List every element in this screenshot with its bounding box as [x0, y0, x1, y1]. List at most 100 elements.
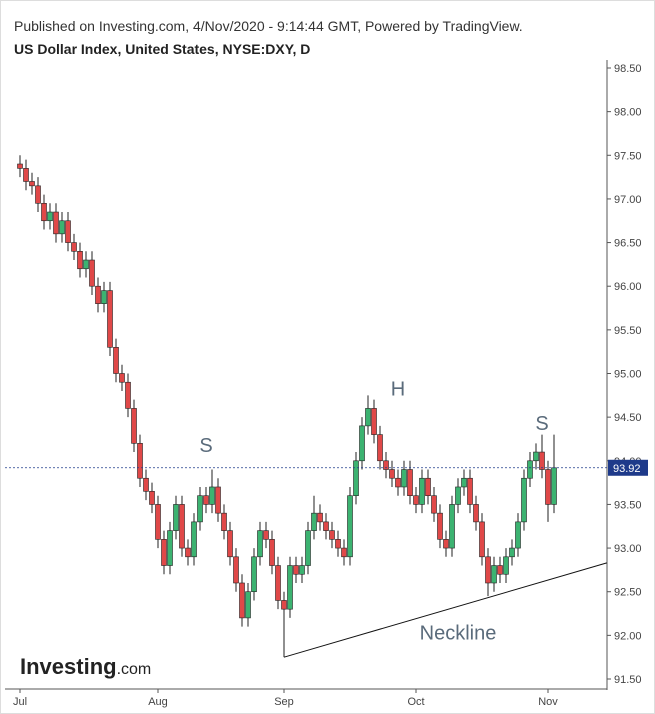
- chart-title: Published on Investing.com, 4/Nov/2020 -…: [14, 18, 523, 34]
- candle-body: [395, 477, 401, 488]
- candle-body: [149, 491, 155, 505]
- candle-body: [83, 259, 89, 270]
- candle-body: [221, 512, 227, 531]
- candle-body: [497, 565, 503, 575]
- y-tick-label: 92.50: [614, 587, 642, 599]
- candle-body: [485, 556, 491, 584]
- candle-body: [257, 530, 263, 558]
- y-tick-label: 96.00: [614, 281, 642, 293]
- candle-body: [347, 495, 353, 558]
- candle-body: [467, 477, 473, 505]
- candle-body: [407, 469, 413, 496]
- candle-body: [173, 504, 179, 531]
- y-tick-label: 93.00: [614, 543, 642, 555]
- candle-body: [425, 477, 431, 497]
- candle-body: [323, 521, 329, 531]
- candle-body: [71, 242, 77, 252]
- candle-body: [437, 512, 443, 540]
- candle-body: [521, 477, 527, 523]
- candle-body: [383, 460, 389, 470]
- candle-body: [389, 469, 395, 479]
- annotation: Neckline: [420, 623, 497, 645]
- logo-main: Investing: [20, 654, 117, 679]
- candle-body: [353, 460, 359, 496]
- neckline: [283, 562, 607, 658]
- candle-body: [137, 443, 143, 479]
- candle-body: [23, 168, 29, 182]
- candle-body: [461, 477, 467, 488]
- candle-body: [377, 434, 383, 462]
- candle-body: [413, 495, 419, 505]
- y-tick-label: 97.50: [614, 150, 642, 162]
- candle-body: [65, 220, 71, 243]
- x-tick-label: Sep: [274, 696, 294, 708]
- candle-body: [473, 504, 479, 523]
- candle-body: [143, 477, 149, 492]
- candle-body: [209, 486, 215, 505]
- y-tick-label: 92.00: [614, 630, 642, 642]
- annotation: S: [199, 435, 212, 457]
- candle-body: [119, 373, 125, 383]
- candle-body: [443, 539, 449, 549]
- candle-body: [539, 451, 545, 470]
- candle-body: [233, 556, 239, 584]
- candle-body: [305, 530, 311, 566]
- candle-body: [275, 565, 281, 601]
- logo: Investing.com: [20, 654, 151, 679]
- y-tick-label: 96.50: [614, 238, 642, 250]
- candle-body: [455, 486, 461, 505]
- candle-body: [215, 486, 221, 514]
- candle-body: [311, 512, 317, 531]
- candle-body: [287, 565, 293, 610]
- candle-body: [125, 381, 131, 409]
- y-tick-label: 97.00: [614, 194, 642, 206]
- candle-body: [317, 512, 323, 523]
- candle-body: [59, 220, 65, 235]
- y-tick-label: 95.00: [614, 369, 642, 381]
- candle-body: [299, 565, 305, 575]
- candle-body: [545, 469, 551, 505]
- last-price-tag: [608, 459, 648, 476]
- candle-body: [245, 591, 251, 619]
- candle-body: [35, 185, 41, 204]
- candle-body: [161, 539, 167, 566]
- candle-body: [203, 495, 209, 505]
- x-tick-label: Aug: [148, 696, 168, 708]
- candle-body: [509, 547, 515, 558]
- candle-body: [89, 259, 95, 287]
- x-tick-label: Jul: [13, 696, 27, 708]
- annotation: S: [535, 413, 548, 435]
- candle-body: [95, 285, 101, 304]
- candle-body: [359, 425, 365, 462]
- candle-body: [53, 211, 59, 235]
- candle-body: [431, 495, 437, 514]
- y-tick-label: 98.50: [614, 63, 642, 75]
- candle-body: [191, 521, 197, 558]
- candle-body: [515, 521, 521, 549]
- last-price-label: 93.92: [613, 463, 641, 475]
- candle-body: [41, 202, 47, 222]
- candle-body: [365, 408, 371, 427]
- candle-body: [449, 504, 455, 549]
- y-tick-label: 91.50: [614, 674, 642, 686]
- candle-body: [419, 477, 425, 505]
- chart-subtitle: US Dollar Index, United States, NYSE:DXY…: [14, 41, 310, 57]
- candle-body: [185, 547, 191, 558]
- logo-suffix: .com: [117, 661, 152, 678]
- candle-body: [29, 181, 35, 187]
- candle-body: [269, 539, 275, 566]
- candle-body: [167, 530, 173, 566]
- y-tick-label: 95.50: [614, 325, 642, 337]
- candle-body: [47, 211, 53, 222]
- x-tick-label: Oct: [407, 696, 424, 708]
- candle-body: [77, 251, 83, 270]
- y-tick-label: 98.00: [614, 107, 642, 119]
- candle-body: [227, 530, 233, 558]
- candle-body: [197, 495, 203, 523]
- candle-body: [17, 163, 23, 169]
- candle-body: [101, 290, 107, 304]
- candle-body: [401, 469, 407, 488]
- candle-body: [551, 467, 557, 505]
